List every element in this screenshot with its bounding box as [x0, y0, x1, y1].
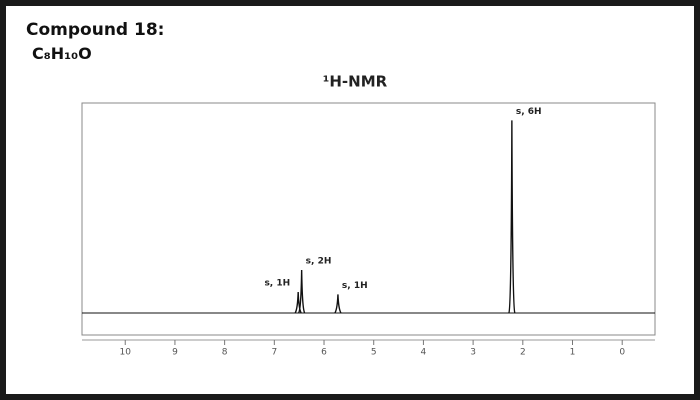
peak-label: s, 2H [306, 257, 332, 267]
chart: ¹H-NMR 10 9 8 7 6 5 4 3 2 1 0s, 1Hs, 2Hs, 1Hs, 6H [81, 73, 656, 358]
x-tick-label: 3 [470, 348, 476, 358]
compound-title: Compound 18: [26, 20, 165, 40]
x-tick-label: 4 [421, 348, 427, 358]
x-tick-label: 10 [120, 348, 132, 358]
peak [334, 294, 342, 314]
x-tick-label: 9 [172, 348, 178, 358]
x-tick-label: 0 [619, 348, 625, 358]
x-tick-label: 6 [321, 348, 327, 358]
formula: C₈H₁₀O [32, 44, 92, 63]
page: Compound 18: C₈H₁₀O ¹H-NMR 10 9 8 7 6 5 4 3 2 1 0 s… [6, 6, 694, 394]
chart-title: ¹H-NMR [323, 73, 388, 91]
x-tick-label: 5 [371, 348, 377, 358]
peak-label: s, 6H [516, 107, 542, 117]
x-tick-label: 7 [271, 348, 277, 358]
x-tick-label: 1 [570, 348, 576, 358]
x-tick-label: 8 [222, 348, 228, 358]
peak [508, 120, 516, 314]
x-tick-label: 2 [520, 348, 526, 358]
peak [298, 270, 306, 314]
plot-frame [81, 102, 656, 336]
peak-label: s, 1H [342, 281, 368, 291]
peak-label: s, 1H [264, 279, 290, 289]
